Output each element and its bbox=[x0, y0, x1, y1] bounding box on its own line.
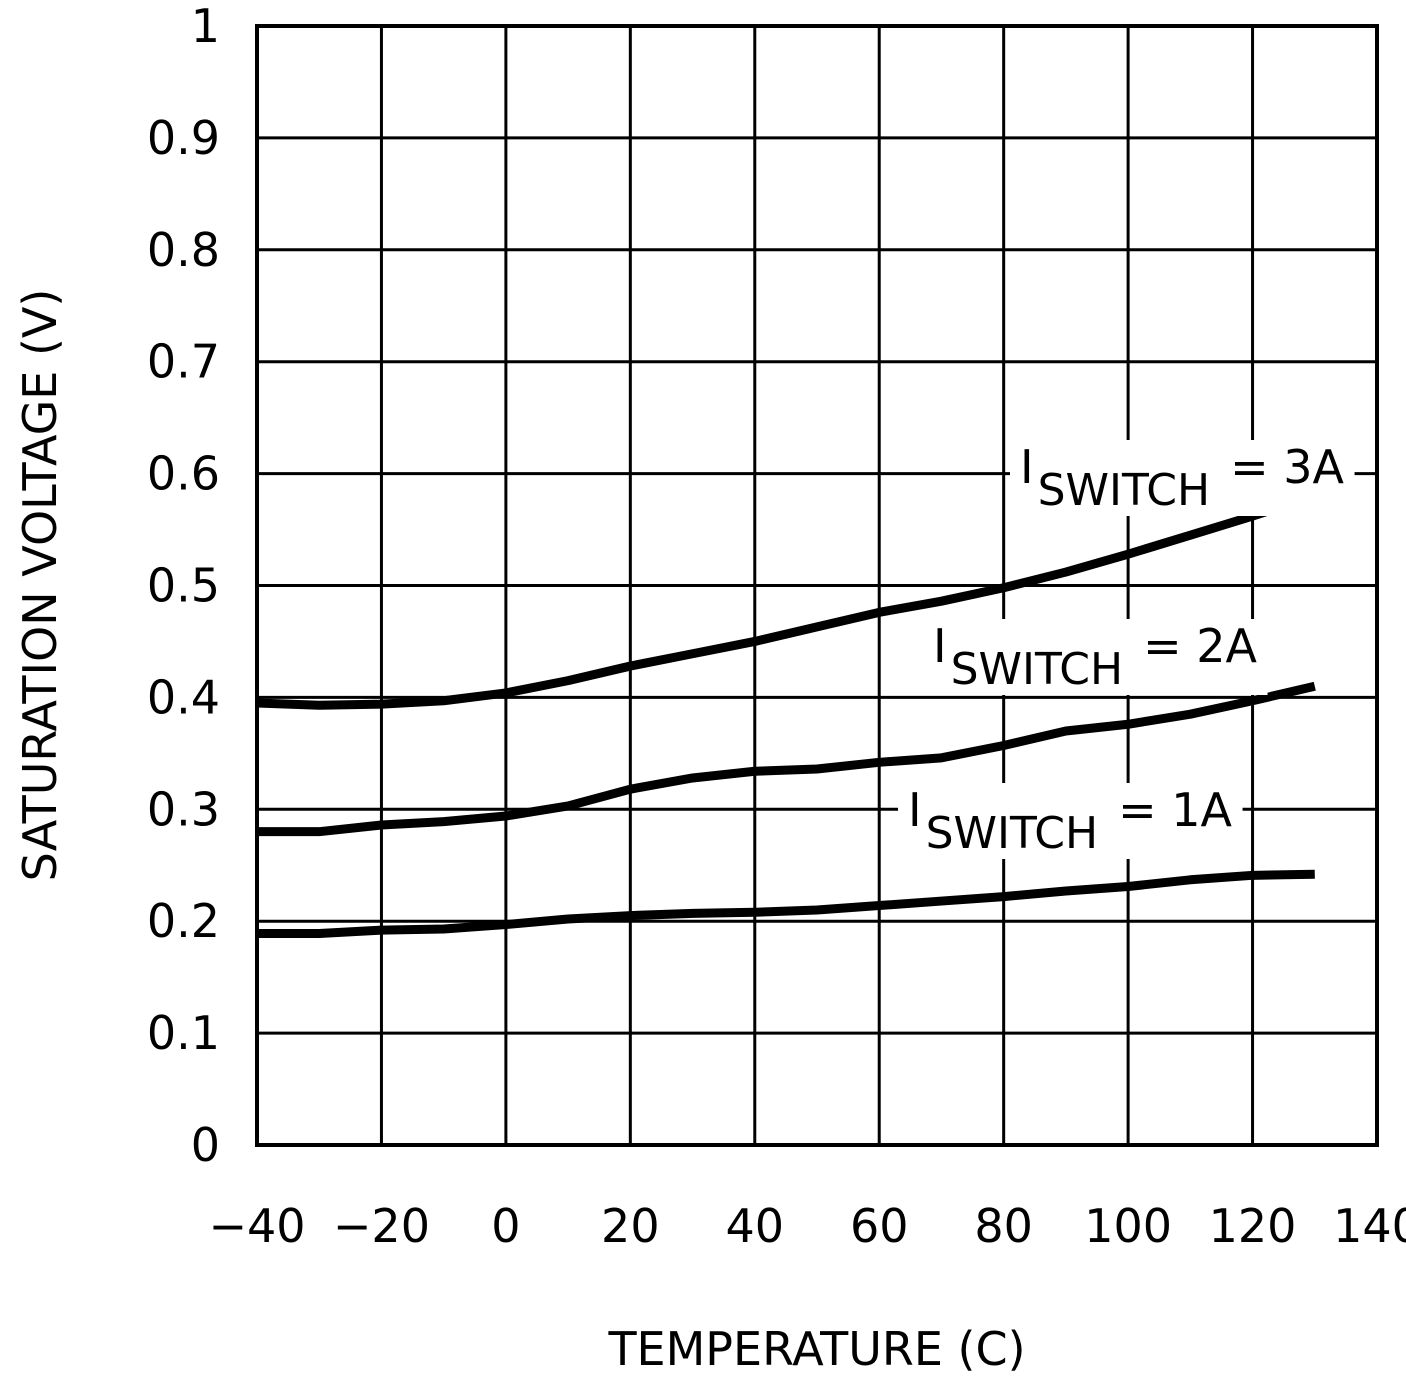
y-tick-label: 0.6 bbox=[147, 447, 220, 501]
x-tick-label: 20 bbox=[601, 1199, 660, 1253]
y-tick-label: 0.2 bbox=[147, 894, 220, 948]
annotation-text: = 1A bbox=[1118, 783, 1232, 837]
annotation-text: = 3A bbox=[1230, 440, 1344, 494]
x-tick-label: 140 bbox=[1333, 1199, 1406, 1253]
series-line bbox=[257, 681, 1316, 837]
y-tick-label: 0.9 bbox=[147, 111, 220, 165]
series-annotation: ISWITCH = 1A bbox=[908, 783, 1233, 859]
series-line bbox=[256, 491, 1317, 710]
annotation-symbol: I bbox=[908, 783, 922, 837]
annotation-subscript: SWITCH bbox=[926, 808, 1099, 859]
series-line bbox=[257, 869, 1315, 939]
y-tick-label: 0.7 bbox=[147, 335, 220, 389]
annotation-symbol: I bbox=[1020, 440, 1034, 494]
series-annotation: ISWITCH = 3A bbox=[1020, 440, 1345, 516]
x-tick-label: −20 bbox=[333, 1199, 430, 1253]
y-tick-label: 0.8 bbox=[147, 223, 220, 277]
y-axis-label: SATURATION VOLTAGE (V) bbox=[13, 289, 67, 882]
x-tick-label: 100 bbox=[1084, 1199, 1172, 1253]
x-tick-label: −40 bbox=[208, 1199, 305, 1253]
plot-frame bbox=[255, 24, 1379, 1147]
x-tick-label: 40 bbox=[726, 1199, 785, 1253]
series-annotation: ISWITCH = 2A bbox=[933, 619, 1258, 695]
y-tick-label: 1 bbox=[191, 0, 220, 53]
annotation-text: = 2A bbox=[1143, 619, 1257, 673]
y-tick-label: 0.1 bbox=[147, 1006, 220, 1060]
annotation-symbol: I bbox=[933, 619, 947, 673]
y-tick-label: 0 bbox=[191, 1118, 220, 1172]
lines bbox=[256, 491, 1317, 939]
y-tick-label: 0.4 bbox=[147, 670, 220, 724]
grid bbox=[255, 24, 1379, 1147]
annotation-subscript: SWITCH bbox=[1038, 465, 1211, 516]
annotation-background bbox=[1010, 440, 1355, 516]
x-tick-label: 0 bbox=[491, 1199, 520, 1253]
x-axis-label: TEMPERATURE (C) bbox=[607, 1322, 1025, 1376]
y-tick-label: 0.3 bbox=[147, 782, 220, 836]
x-tick-label: 80 bbox=[974, 1199, 1033, 1253]
y-tick-label: 0.5 bbox=[147, 559, 220, 613]
annotation-background bbox=[923, 619, 1268, 695]
annotation-subscript: SWITCH bbox=[951, 644, 1124, 695]
x-tick-label: 120 bbox=[1209, 1199, 1297, 1253]
annotation-background bbox=[898, 783, 1243, 859]
x-tick-label: 60 bbox=[850, 1199, 909, 1253]
